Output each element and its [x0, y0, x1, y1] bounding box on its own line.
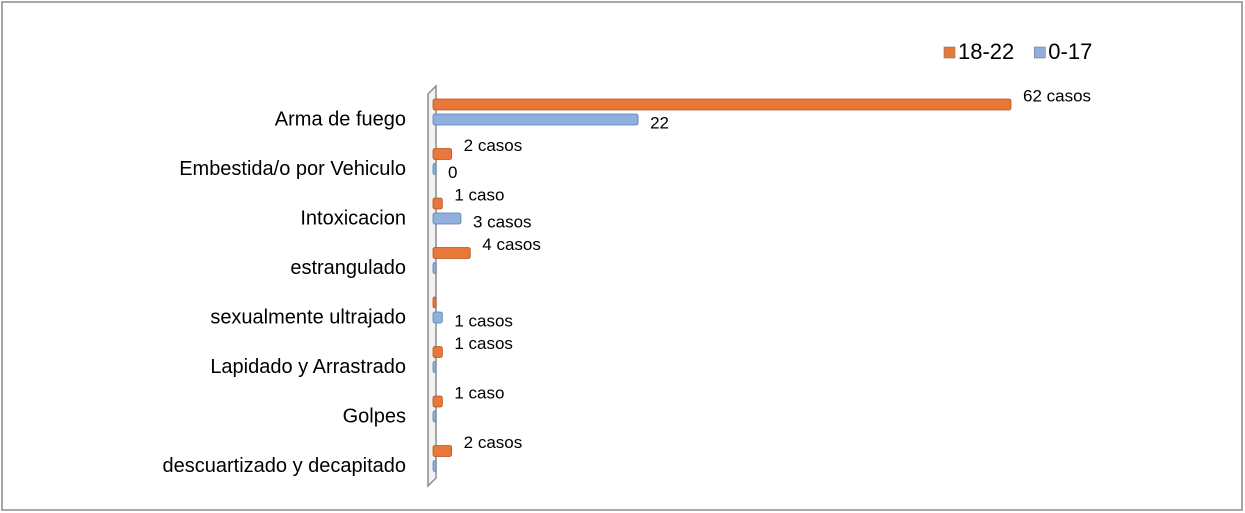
- back-wall: [427, 84, 437, 488]
- data-label: 0: [448, 163, 457, 182]
- data-label: 22: [650, 113, 669, 132]
- legend-swatch: [943, 46, 956, 59]
- data-label: 1 casos: [454, 311, 513, 330]
- data-label: 1 casos: [454, 334, 513, 353]
- y-tick-label: sexualmente ultrajado: [210, 306, 406, 328]
- data-label: 2 casos: [464, 433, 523, 452]
- legend-label: 18-22: [958, 39, 1014, 64]
- bar: [432, 197, 443, 210]
- bar: [432, 262, 437, 274]
- legend-label: 0-17: [1048, 39, 1092, 64]
- bar: [432, 445, 453, 457]
- y-tick-label: Embestida/o por Vehiculo: [179, 158, 406, 180]
- data-label: 1 caso: [454, 383, 504, 402]
- bar: [432, 163, 437, 175]
- legend-swatch: [1033, 46, 1046, 59]
- bar: [432, 346, 443, 358]
- data-label: 62 casos: [1023, 86, 1091, 105]
- data-label: 1 caso: [454, 185, 504, 204]
- bar: [432, 296, 437, 309]
- data-label: 3 casos: [473, 212, 532, 231]
- bar: [432, 410, 437, 423]
- data-label: 4 casos: [482, 235, 541, 254]
- bar: [432, 247, 471, 259]
- bar: [432, 395, 443, 408]
- bar: [432, 113, 639, 126]
- bar: [432, 361, 437, 373]
- y-tick-label: Lapidado y Arrastrado: [210, 356, 406, 378]
- y-tick-label: Intoxicacion: [300, 207, 406, 229]
- bar: [432, 212, 462, 225]
- data-label: 2 casos: [464, 136, 523, 155]
- y-tick-label: descuartizado y decapitado: [163, 455, 407, 477]
- bar: [432, 98, 1012, 111]
- bar: [432, 311, 443, 324]
- y-tick-label: estrangulado: [290, 257, 406, 279]
- y-tick-label: Golpes: [343, 405, 406, 427]
- bar: [432, 460, 437, 472]
- bar: [432, 148, 453, 160]
- y-tick-label: Arma de fuego: [275, 108, 406, 130]
